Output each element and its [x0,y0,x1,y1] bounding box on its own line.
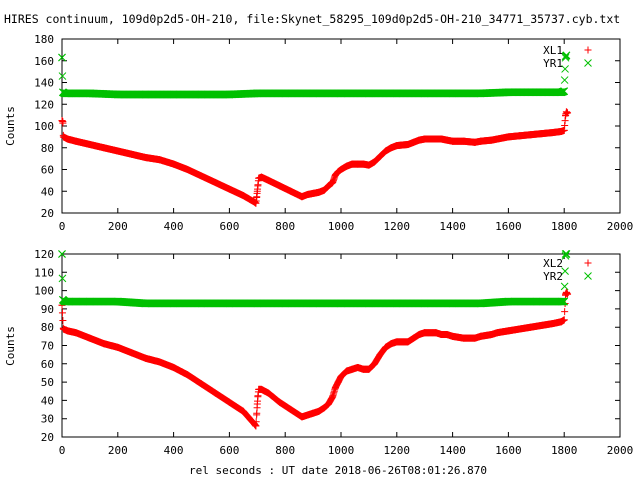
xl1-point [59,118,67,126]
bottom-panel: Counts 0 200 400 600 800 1000 1200 1400 1600 1800… [4,248,633,457]
top-xtick-label: 1600 [495,220,522,233]
xl1-point [254,182,262,190]
top-ytick-label: 20 [41,207,54,220]
series-xl2 [58,288,572,430]
legend-marker-yr2 [584,272,592,280]
yr2-point [560,282,569,291]
xl2-point [58,309,66,317]
top-xtick-label: 1000 [328,220,355,233]
bottom-ytick-label: 80 [41,321,54,334]
bottom-ytick-label: 100 [34,285,54,298]
top-ytick-label: 80 [41,142,54,155]
bottom-xtick-label: 1000 [328,444,355,457]
bottom-ytick-label: 110 [34,266,54,279]
top-ytick-label: 180 [34,33,54,46]
top-xtick-label: 400 [164,220,184,233]
series-yr2 [58,250,571,308]
bottom-xtick-label: 400 [164,444,184,457]
bottom-panel-ylabel: Counts [4,326,17,366]
top-ytick-label: 120 [34,98,54,111]
legend-marker-xl2 [584,259,592,267]
bottom-ytick-label: 30 [41,413,54,426]
top-xtick-label: 800 [275,220,295,233]
bottom-xtick-label: 1600 [495,444,522,457]
xl2-point [59,316,67,324]
top-xtick-label: 600 [219,220,239,233]
legend-label-yr2: YR2 [543,270,563,283]
bottom-panel-marks [58,250,572,430]
top-panel-marks [58,51,572,207]
figure-title: HIRES continuum, 109d0p2d5-OH-210, file:… [4,12,620,26]
top-panel-frame [61,38,621,214]
top-xtick-label: 1400 [439,220,466,233]
legend-label-yr1: YR1 [543,57,563,70]
bottom-panel-frame [61,253,621,438]
top-panel-ylabel: Counts [4,106,17,146]
bottom-ytick-label: 40 [41,394,54,407]
xl2-point [254,393,262,401]
legend-label-xl2: XL2 [543,257,563,270]
yr1-point [560,76,569,84]
bottom-xtick-label: 800 [275,444,295,457]
top-ytick-label: 140 [34,77,54,90]
x-axis-label: rel seconds : UT date 2018-06-26T08:01:2… [189,464,487,477]
bottom-ytick-label: 120 [34,248,54,261]
xl2-point [253,409,261,417]
bottom-xtick-label: 200 [108,444,128,457]
legend-marker-xl1 [584,46,592,54]
series-xl1 [58,108,572,207]
xl2-point [561,308,569,316]
bottom-xtick-label: 1200 [384,444,411,457]
top-ytick-label: 160 [34,55,54,68]
top-xtick-label: 1200 [384,220,411,233]
top-xtick-label: 200 [108,220,128,233]
bottom-ytick-label: 20 [41,431,54,444]
series-yr1 [58,51,571,99]
bottom-xtick-label: 1400 [439,444,466,457]
bottom-ytick-label: 50 [41,376,54,389]
top-panel: Counts 0 200 400 600 800 1000 1200 1400 1600 1800… [4,33,633,233]
bottom-xtick-label: 600 [219,444,239,457]
bottom-xtick-label: 0 [59,444,66,457]
top-ytick-label: 40 [41,185,54,198]
bottom-ytick-label: 60 [41,358,54,371]
top-panel-ticks: 0 200 400 600 800 1000 1200 1400 1600 1800 2000 20 4… [34,33,633,233]
legend-label-xl1: XL1 [543,44,563,57]
top-xtick-label: 2000 [607,220,634,233]
bottom-xtick-label: 2000 [607,444,634,457]
legend-marker-yr1 [584,59,592,67]
bottom-ytick-label: 90 [41,303,54,316]
top-xtick-label: 0 [59,220,66,233]
bottom-ytick-label: 70 [41,340,54,353]
top-ytick-label: 100 [34,120,54,133]
top-xtick-label: 1800 [551,220,578,233]
xl1-point [562,108,570,116]
top-ytick-label: 60 [41,164,54,177]
bottom-xtick-label: 1800 [551,444,578,457]
